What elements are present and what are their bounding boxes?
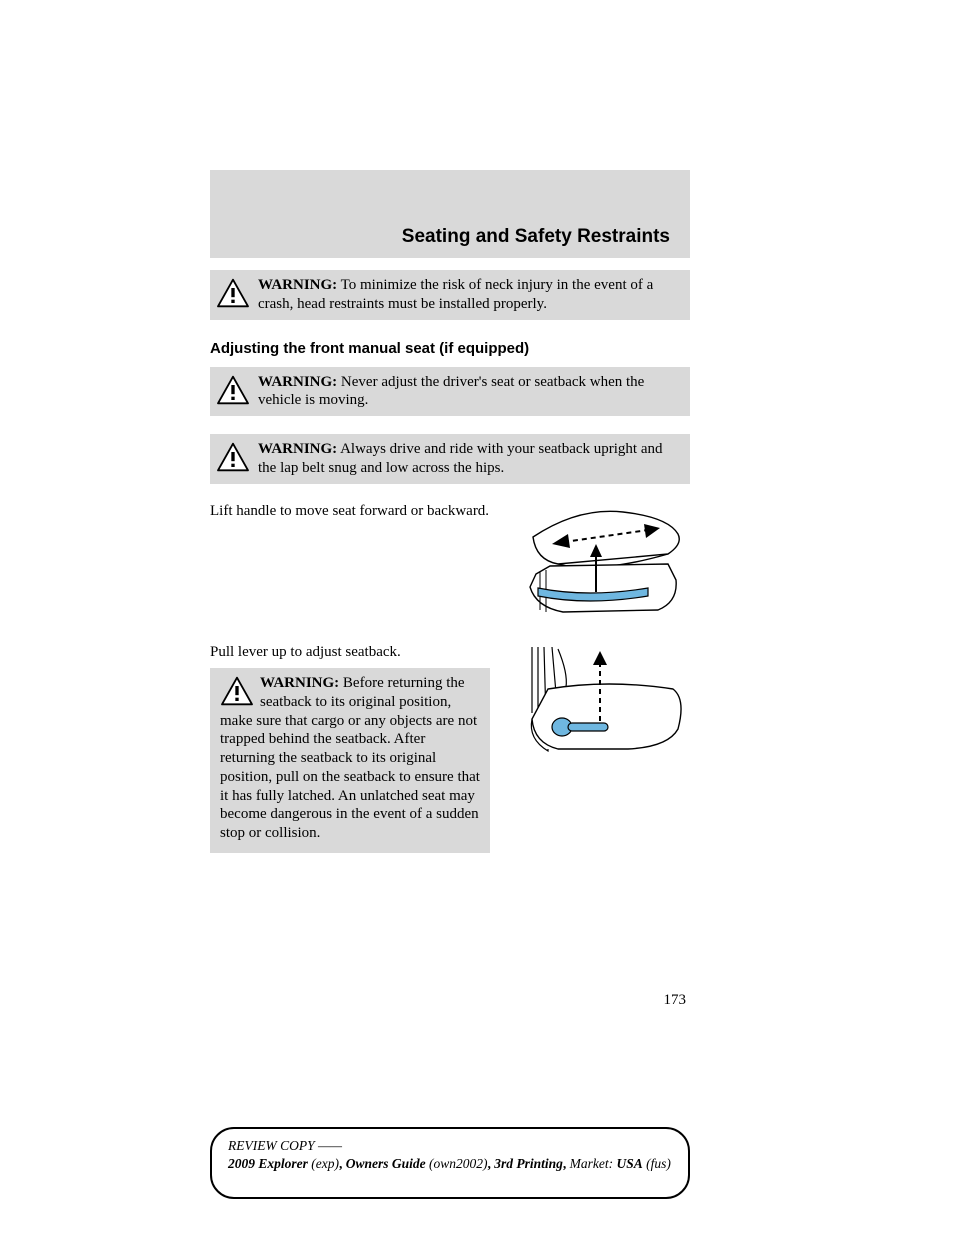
footer-market-label: Market: [570,1156,617,1171]
warning-box-3: WARNING: Always drive and ride with your… [210,434,690,484]
warning-lead: WARNING: [258,277,337,293]
footer-sep: , [563,1156,570,1171]
warning-triangle-icon [216,278,250,308]
footer-printing: 3rd Printing [494,1156,563,1171]
footer-sep: , [339,1156,346,1171]
instruction-row-1: Lift handle to move seat forward or back… [210,502,690,637]
warning-triangle-icon [216,442,250,472]
section-heading: Adjusting the front manual seat (if equi… [210,340,690,357]
chapter-title: Seating and Safety Restraints [402,226,670,248]
footer-box: REVIEW COPY —— 2009 Explorer (exp), Owne… [210,1127,690,1199]
seatback-lever-diagram [518,643,688,763]
warning-text: WARNING: To minimize the risk of neck in… [258,276,680,314]
warning-lead: WARNING: [260,675,339,691]
page-content: WARNING: To minimize the risk of neck in… [210,270,690,877]
warning-triangle-icon [220,676,254,706]
seat-forward-back-diagram [518,502,688,632]
warning-box-2: WARNING: Never adjust the driver's seat … [210,367,690,417]
warning-body: Before returning the seatback to its ori… [220,675,480,841]
footer-market: USA [617,1156,643,1171]
warning-lead: WARNING: [258,374,337,390]
footer-review-copy: REVIEW COPY —— [228,1138,342,1153]
footer-fus: (fus) [643,1156,671,1171]
warning-text: WARNING: Before returning the seatback t… [220,674,480,843]
warning-text: WARNING: Always drive and ride with your… [258,440,680,478]
warning-text: WARNING: Never adjust the driver's seat … [258,373,680,411]
warning-triangle-icon [216,375,250,405]
footer-own2002: (own2002) [426,1156,488,1171]
chapter-header-block: Seating and Safety Restraints [210,170,690,258]
warning-box-1: WARNING: To minimize the risk of neck in… [210,270,690,320]
instruction-text: Lift handle to move seat forward or back… [210,502,490,522]
footer-year-model: 2009 Explorer [228,1156,308,1171]
page-number: 173 [664,992,687,1009]
warning-box-4: WARNING: Before returning the seatback t… [210,668,490,853]
instruction-text: Pull lever up to adjust seatback. [210,643,490,663]
warning-lead: WARNING: [258,441,337,457]
footer-exp: (exp) [308,1156,339,1171]
footer-owners-guide: Owners Guide [346,1156,426,1171]
instruction-row-2: Pull lever up to adjust seatback. WARNIN… [210,643,690,871]
